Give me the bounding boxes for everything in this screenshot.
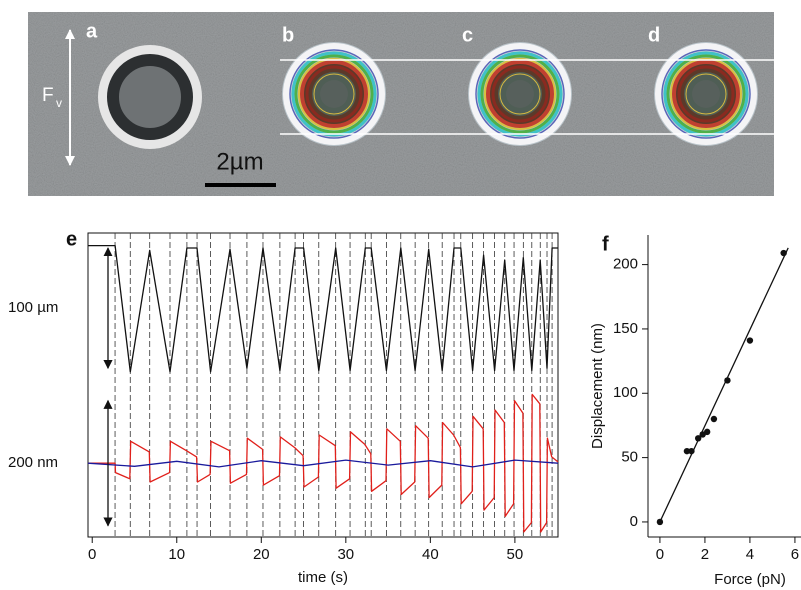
trace bbox=[88, 244, 558, 373]
data-point bbox=[656, 518, 664, 526]
plots: e 100 µm 200 nm 0 10 20 30 40 50 time (s) f 0 2 4 6 0 50… bbox=[8, 228, 801, 588]
data-point bbox=[710, 415, 718, 423]
data-point bbox=[694, 435, 702, 442]
x-tick-label: 0 bbox=[88, 546, 96, 563]
data-point bbox=[780, 249, 787, 257]
trace bbox=[87, 459, 559, 468]
bead-tracked bbox=[654, 42, 758, 146]
x-tick-label: 0 bbox=[656, 546, 664, 563]
y-tick-label: 50 bbox=[621, 449, 638, 466]
panel-label: d bbox=[648, 24, 660, 46]
x-tick-label: 6 bbox=[791, 546, 799, 563]
bead-tracked bbox=[468, 42, 572, 146]
y-tick-label: 100 bbox=[613, 384, 638, 401]
x-tick-label: 10 bbox=[168, 546, 185, 563]
panel-label: c bbox=[462, 24, 473, 46]
force-label: F bbox=[42, 85, 54, 106]
scale-bar-label: 100 µm bbox=[8, 299, 58, 316]
panel-label: a bbox=[86, 20, 98, 42]
y-tick-label: 150 bbox=[613, 320, 638, 337]
y-axis-label: Displacement (nm) bbox=[589, 323, 606, 449]
panel-label: f bbox=[602, 233, 609, 255]
x-tick-label: 30 bbox=[337, 546, 354, 563]
data-point bbox=[746, 337, 754, 344]
data-point bbox=[688, 447, 695, 455]
trace bbox=[88, 393, 559, 533]
panel-label: b bbox=[282, 24, 294, 46]
data-point bbox=[683, 447, 691, 455]
y-tick-label: 0 bbox=[630, 513, 638, 530]
force-subscript: v bbox=[56, 96, 62, 110]
panel-label: e bbox=[66, 228, 77, 250]
x-axis-label: time (s) bbox=[298, 569, 348, 586]
data-point bbox=[724, 377, 731, 384]
x-tick-label: 4 bbox=[746, 546, 754, 563]
data-point bbox=[703, 428, 711, 436]
y-tick-label: 200 bbox=[613, 256, 638, 273]
x-tick-label: 20 bbox=[253, 546, 270, 563]
x-tick-label: 2 bbox=[701, 546, 709, 563]
scale-bar-label: 200 nm bbox=[8, 454, 58, 471]
scale-bar-label: 2µm bbox=[216, 148, 263, 175]
fit-line bbox=[659, 247, 789, 523]
x-tick-label: 50 bbox=[507, 546, 524, 563]
x-tick-label: 40 bbox=[422, 546, 439, 563]
micrograph: F v a b c d 2µm bbox=[28, 12, 774, 196]
bead-tracked bbox=[282, 42, 386, 146]
x-axis-label: Force (pN) bbox=[714, 571, 786, 588]
plot-frame bbox=[87, 232, 559, 538]
bead bbox=[107, 54, 193, 140]
